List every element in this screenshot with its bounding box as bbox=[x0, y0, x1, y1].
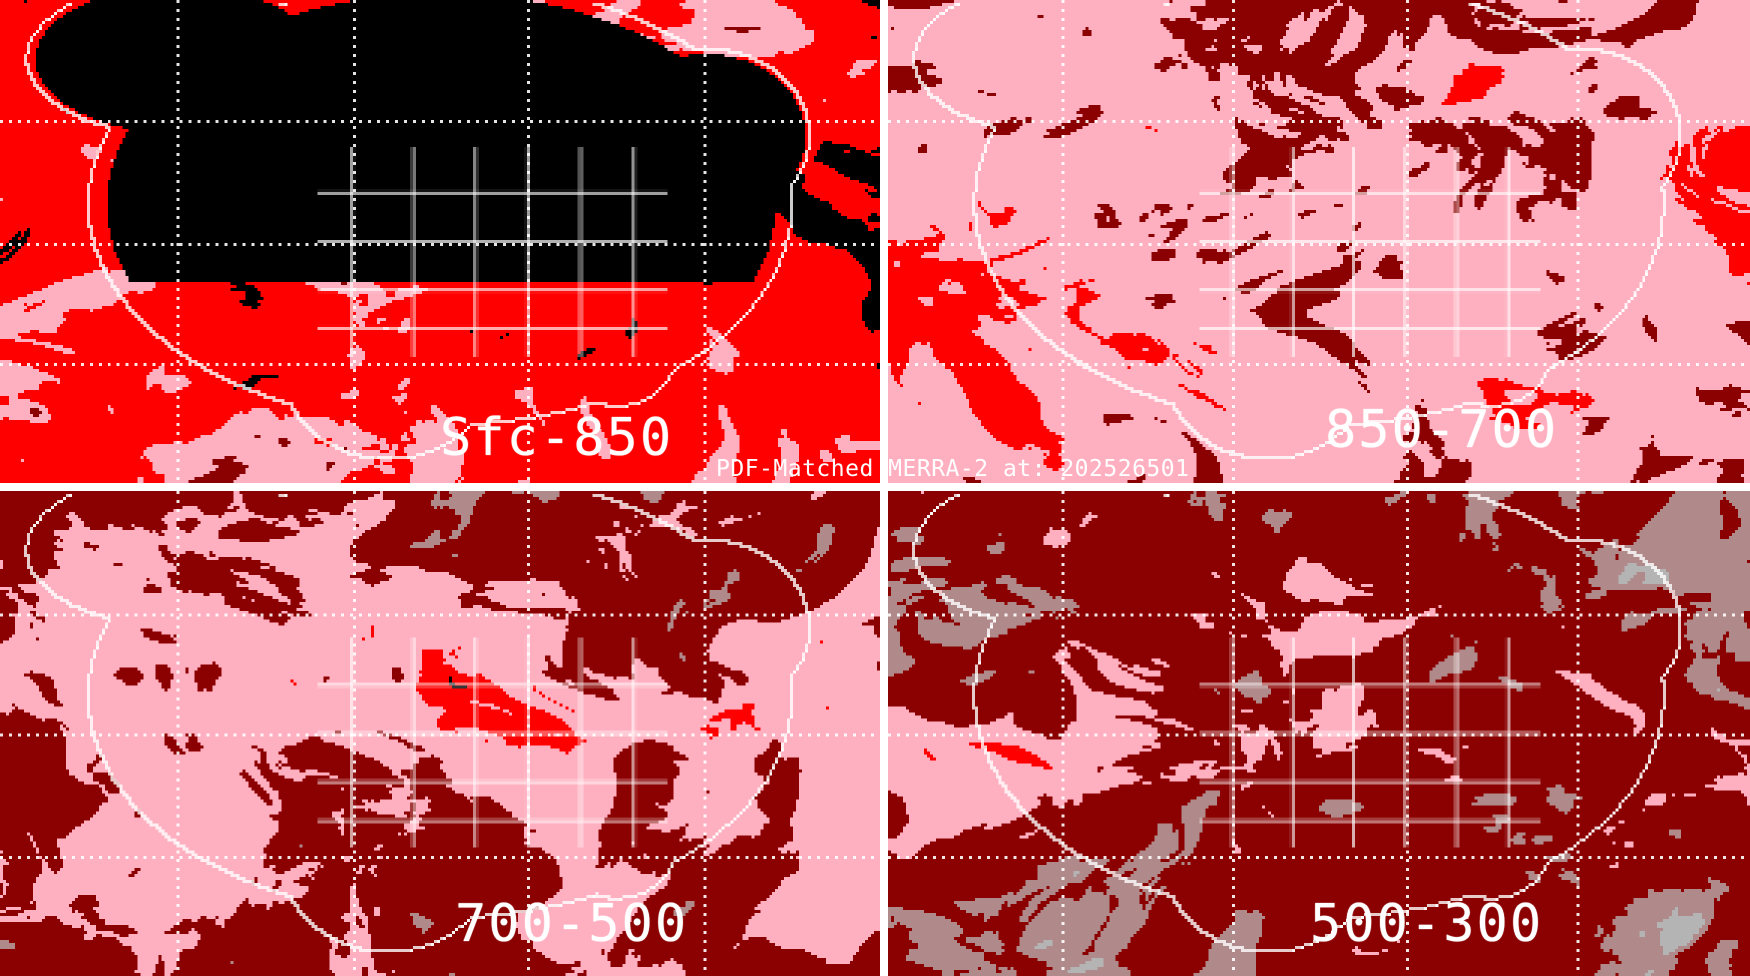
map-canvas-500-300 bbox=[888, 491, 1750, 976]
map-panel-sfc-850[interactable] bbox=[0, 0, 880, 483]
panel-divider-horizontal bbox=[0, 483, 1750, 491]
map-panel-700-500[interactable] bbox=[0, 491, 880, 976]
map-panel-850-700[interactable] bbox=[888, 0, 1750, 483]
map-canvas-sfc-850 bbox=[0, 0, 880, 483]
map-canvas-700-500 bbox=[0, 491, 880, 976]
map-canvas-850-700 bbox=[888, 0, 1750, 483]
map-panel-500-300[interactable] bbox=[888, 491, 1750, 976]
